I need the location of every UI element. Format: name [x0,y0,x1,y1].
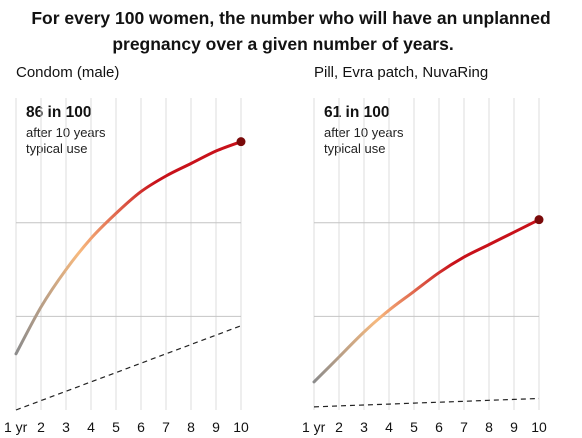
x-tick-label: 3 [360,419,368,435]
endpoint-dot [236,137,246,147]
x-tick-label: 2 [335,419,343,435]
callout-value-pill: 61 in 100 [324,104,390,121]
x-tick-label: 4 [385,419,393,435]
callout-value-condom: 86 in 100 [26,104,92,121]
endpoint-dot [534,215,544,225]
x-tick-label: 8 [187,419,195,435]
chart-panel-pill: 1 yr 2 3 4 5 6 7 8 9 10 [302,98,547,435]
x-tick-label: 7 [460,419,468,435]
x-tick-label: 5 [410,419,418,435]
series-line-dashed [15,325,242,411]
chart-title-line-2: pregnancy over a given number of years. [112,34,454,54]
x-tick-label: 8 [485,419,493,435]
x-tick-label: 1 yr [4,419,28,435]
x-tick-label: 9 [212,419,220,435]
panel-title-pill: Pill, Evra patch, NuvaRing [314,64,489,81]
x-tick-label: 3 [62,419,70,435]
x-tick-label: 2 [37,419,45,435]
x-tick-label: 6 [137,419,145,435]
x-tick-label: 4 [87,419,95,435]
panel-title-condom: Condom (male) [16,64,120,81]
chart-title-line-1: For every 100 women, the number who will… [31,8,551,28]
x-tick-label: 1 yr [302,419,326,435]
x-tick-label: 6 [435,419,443,435]
x-tick-label: 10 [233,419,249,435]
chart-panel-condom: 1 yr 2 3 4 5 6 7 8 9 10 [4,98,249,435]
series-line-typical-use [312,218,541,384]
series-line-dashed [313,397,540,408]
x-tick-label: 10 [531,419,547,435]
x-tick-label: 7 [162,419,170,435]
series-line-typical-use [14,140,243,356]
x-tick-label: 9 [510,419,518,435]
x-tick-label: 5 [112,419,120,435]
